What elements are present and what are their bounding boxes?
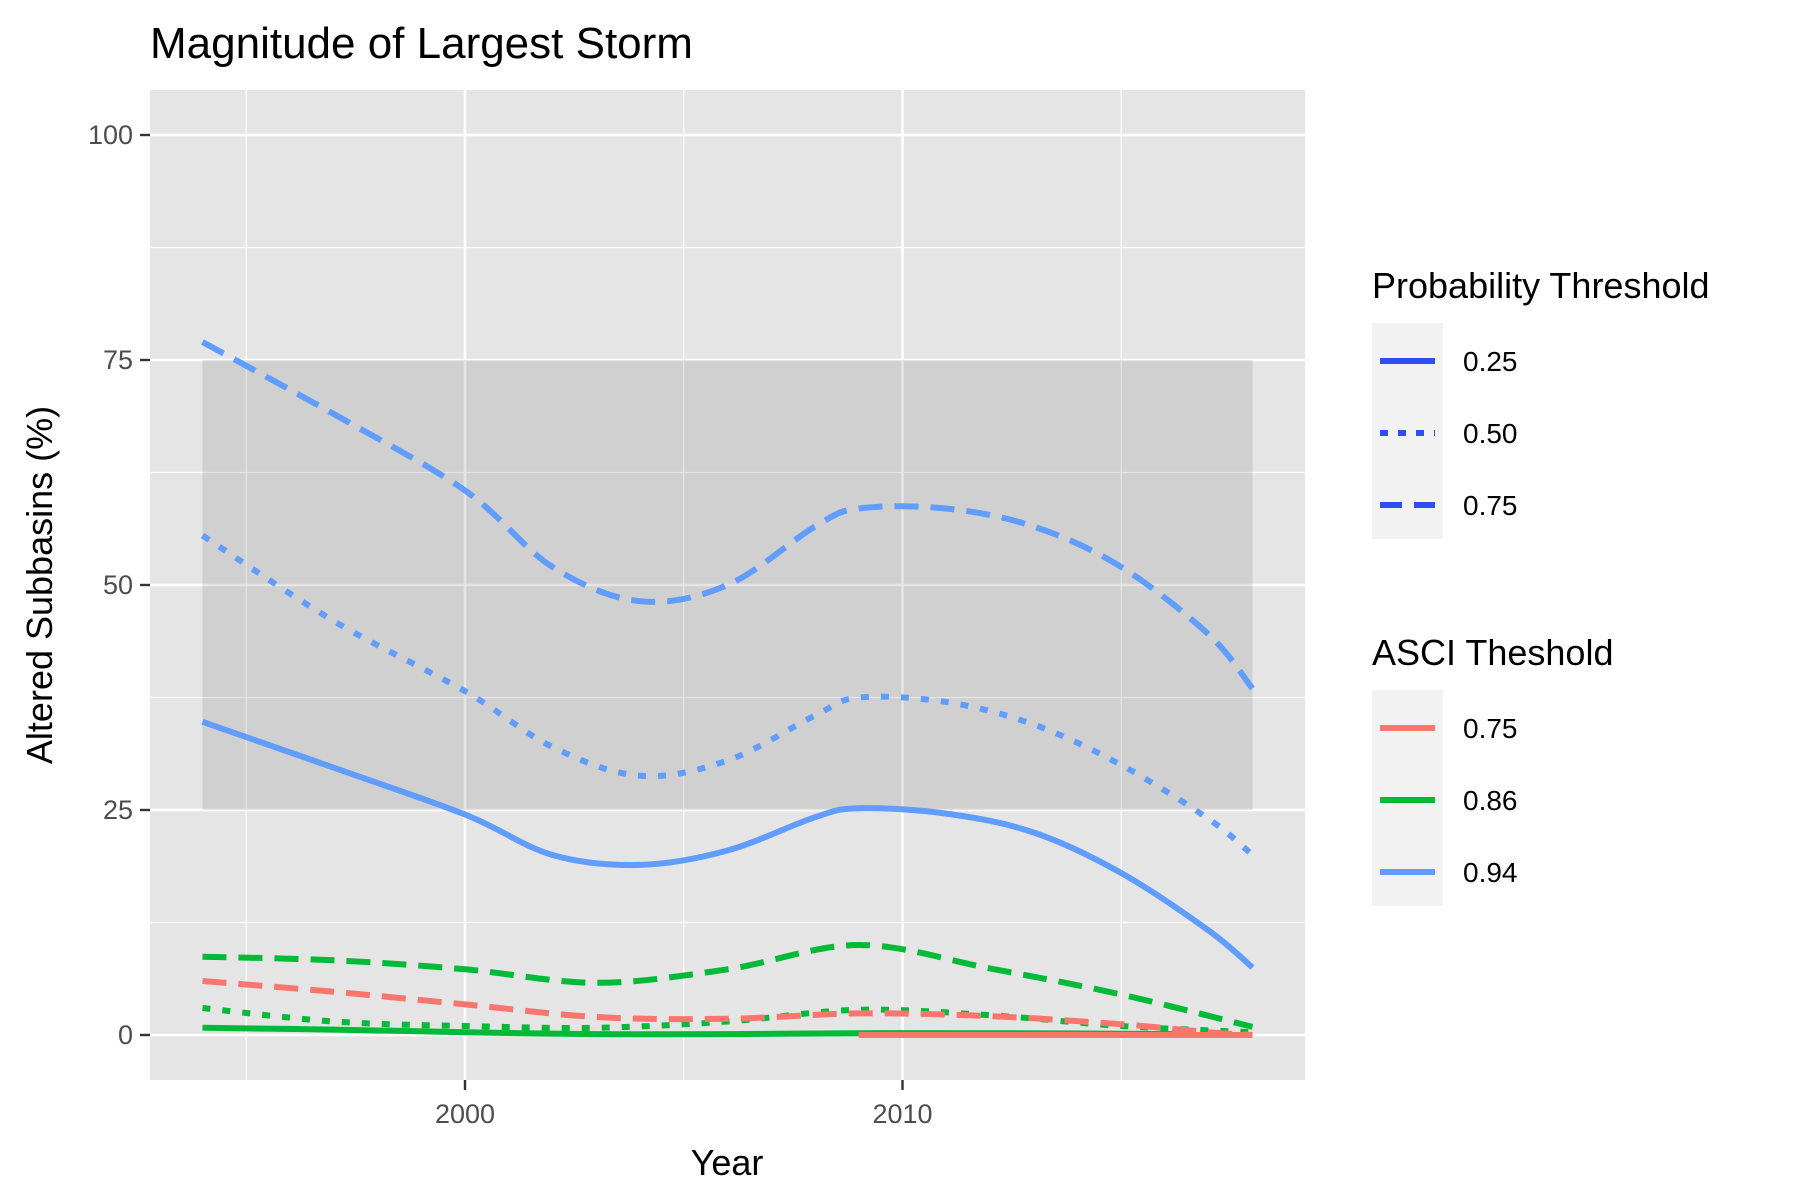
series-layer: [200, 339, 1255, 1039]
legend-label-probability: 0.75: [1463, 490, 1518, 521]
y-axis-title: Altered Subbasins (%): [19, 406, 60, 764]
x-tick-label: 2010: [872, 1099, 932, 1129]
chart-title: Magnitude of Largest Storm: [150, 19, 693, 68]
series-line-asci-0.86-prob-0.75: [202, 941, 1254, 1030]
legend-label-asci: 0.86: [1463, 785, 1518, 816]
legend-label-probability: 0.25: [1463, 346, 1518, 377]
y-tick-label: 75: [103, 345, 133, 375]
y-tick-label: 50: [103, 570, 133, 600]
legend-label-asci: 0.75: [1463, 713, 1518, 744]
y-tick-label: 25: [103, 795, 133, 825]
axes: 0 25 50 75 100 2000 2010: [88, 120, 933, 1129]
series-line-asci-0.94-prob-0.50: [200, 532, 1255, 858]
series-line-asci-0.94-prob-0.25: [201, 718, 1255, 970]
x-tick-label: 2000: [435, 1099, 495, 1129]
legend-label-probability: 0.50: [1463, 418, 1518, 449]
legend-label-asci: 0.94: [1463, 857, 1518, 888]
legend-title-probability: Probability Threshold: [1372, 265, 1710, 306]
y-tick-label: 100: [88, 120, 133, 150]
x-axis-title: Year: [691, 1142, 764, 1183]
y-tick-label: 0: [118, 1020, 133, 1050]
legend: Probability Threshold 0.25 0.50 0.75 ASCI Th…: [1372, 265, 1710, 906]
series-line-asci-0.75-prob-0.75: [202, 978, 1253, 1038]
reference-band: [202, 360, 1253, 810]
series-line-asci-0.94-prob-0.75: [201, 339, 1255, 691]
legend-title-asci: ASCI Theshold: [1372, 632, 1613, 673]
